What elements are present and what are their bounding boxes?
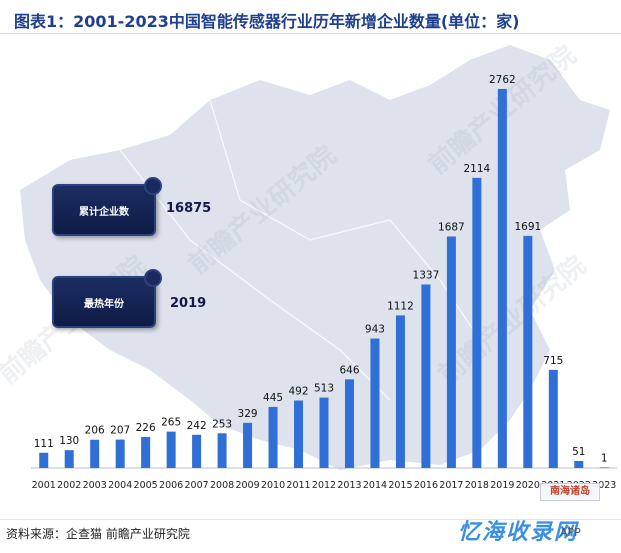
bar-2018: [472, 177, 482, 469]
map-silhouette: [20, 45, 610, 470]
south-sea-islands-label: 南海诸岛: [540, 483, 600, 501]
data-label-2023: 1: [601, 452, 608, 464]
data-label-2021: 715: [543, 355, 563, 367]
china-map-background: [10, 40, 620, 490]
x-tick-label-2009: 2009: [235, 480, 259, 491]
data-label-2001: 111: [34, 438, 54, 450]
stat-value-hottest-year: 2019: [170, 296, 207, 311]
x-tick-label-2004: 2004: [108, 480, 132, 491]
data-label-2018: 2114: [464, 163, 491, 175]
data-label-2013: 646: [339, 364, 359, 376]
data-label-2006: 265: [161, 417, 181, 429]
x-tick-label-2005: 2005: [134, 480, 158, 491]
bar-2021: [548, 369, 558, 468]
map-province-line: [119, 149, 391, 401]
data-label-2009: 329: [238, 408, 258, 420]
bar-2005: [141, 436, 151, 468]
data-label-2017: 1687: [438, 221, 465, 233]
stat-value-total: 16875: [166, 201, 212, 216]
stat-card-total: 累计企业数: [52, 177, 162, 236]
x-tick-label-2017: 2017: [439, 480, 463, 491]
bar-2019: [497, 88, 507, 469]
x-tick-label-2012: 2012: [312, 480, 336, 491]
brand-app-label: APP: [560, 526, 581, 539]
x-tick-label-2001: 2001: [32, 480, 56, 491]
x-tick-label-2016: 2016: [414, 480, 438, 491]
bar-2023: [599, 467, 609, 468]
bar-2016: [421, 284, 431, 468]
x-tick-label-2006: 2006: [159, 480, 183, 491]
x-tick-label-2019: 2019: [490, 480, 514, 491]
bar-2004: [115, 439, 125, 468]
bar-2012: [319, 397, 329, 468]
bar-2022: [574, 461, 584, 468]
x-tick-label-2010: 2010: [261, 480, 285, 491]
bar-2015: [395, 315, 405, 468]
x-tick-label-2023: 2023: [592, 480, 616, 491]
data-label-2008: 253: [212, 418, 232, 430]
chart-title: 图表1：2001-2023中国智能传感器行业历年新增企业数量(单位：家): [14, 12, 520, 31]
data-label-2019: 2762: [489, 74, 516, 86]
data-label-2004: 207: [110, 425, 130, 437]
data-label-2016: 1337: [413, 270, 440, 282]
bar-2013: [344, 379, 354, 468]
x-tick-label-2020: 2020: [516, 480, 540, 491]
x-tick-label-2003: 2003: [83, 480, 107, 491]
data-label-2011: 492: [288, 385, 308, 397]
x-tick-label-2018: 2018: [465, 480, 489, 491]
x-tick-label-2002: 2002: [57, 480, 81, 491]
stat-card-hottest-year: 最热年份: [52, 269, 162, 328]
bar-2009: [243, 422, 253, 468]
x-tick-label-2007: 2007: [185, 480, 209, 491]
data-label-2020: 1691: [514, 221, 541, 233]
x-tick-label-2015: 2015: [388, 480, 412, 491]
bar-2011: [294, 400, 304, 468]
bar-2007: [192, 434, 202, 468]
x-tick-label-2008: 2008: [210, 480, 234, 491]
bar-2006: [166, 431, 176, 468]
bar-2010: [268, 406, 278, 468]
bar-2008: [217, 433, 227, 468]
stat-label-hottest-year: 最热年份: [84, 298, 124, 310]
title-divider: [0, 33, 621, 34]
bar-2001: [39, 452, 49, 468]
data-label-2002: 130: [59, 435, 79, 447]
brand-logo: 忆海收录网: [458, 520, 579, 545]
map-province-line: [209, 99, 481, 341]
bar-2014: [370, 338, 380, 468]
x-tick-label-2011: 2011: [286, 480, 310, 491]
x-tick-label-2014: 2014: [363, 480, 387, 491]
stat-label-total: 累计企业数: [79, 206, 129, 218]
x-tick-label-2013: 2013: [337, 480, 361, 491]
source-note: 资料来源：企查猫 前瞻产业研究院: [6, 527, 190, 541]
bar-2017: [446, 236, 456, 468]
data-label-2010: 445: [263, 392, 283, 404]
data-label-2003: 206: [85, 425, 105, 437]
data-label-2015: 1112: [387, 300, 414, 312]
bar-2002: [64, 450, 74, 468]
bar-2020: [523, 235, 533, 468]
footer-divider: [0, 519, 621, 520]
data-label-2005: 226: [136, 422, 156, 434]
data-label-2007: 242: [187, 420, 207, 432]
bar-2003: [90, 439, 100, 468]
data-label-2022: 51: [572, 446, 585, 458]
data-label-2014: 943: [365, 324, 385, 336]
data-label-2012: 513: [314, 383, 334, 395]
